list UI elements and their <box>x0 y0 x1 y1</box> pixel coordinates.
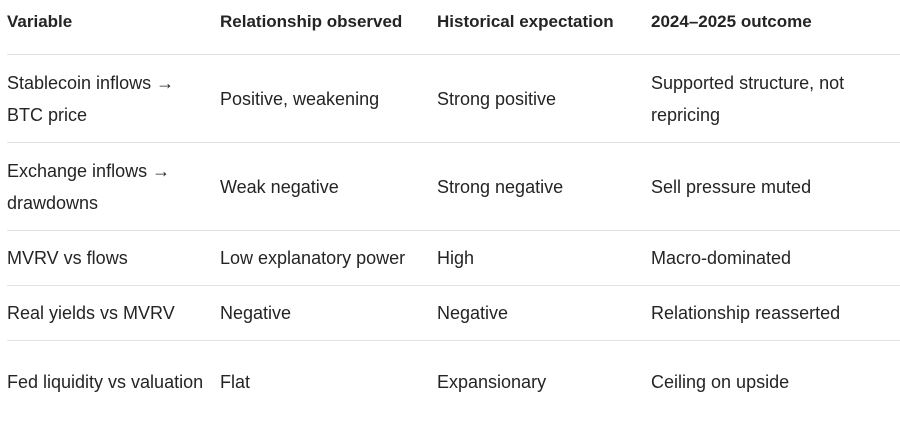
table-cell: Relationship reasserted <box>651 286 900 341</box>
table-cell: Strong negative <box>437 143 651 231</box>
table-cell: Stablecoin inflows → BTC price <box>7 55 220 143</box>
table-cell: Expansionary <box>437 341 651 423</box>
table-cell: Low explanatory power <box>220 231 437 286</box>
table-cell: Flat <box>220 341 437 423</box>
table-cell: MVRV vs flows <box>7 231 220 286</box>
header-row: Variable Relationship observed Historica… <box>7 0 900 55</box>
table-cell: Fed liquidity vs valuation <box>7 341 220 423</box>
table-cell: Weak negative <box>220 143 437 231</box>
table-cell: High <box>437 231 651 286</box>
table-cell: Real yields vs MVRV <box>7 286 220 341</box>
page: {"table": { "header": ["Variable", "Rela… <box>0 0 900 413</box>
table-cell: Macro-dominated <box>651 231 900 286</box>
header-cell: 2024–2025 outcome <box>651 0 900 55</box>
table-cell: Positive, weakening <box>220 55 437 143</box>
table-cell: Exchange inflows → drawdowns <box>7 143 220 231</box>
header-cell: Relationship observed <box>220 0 437 55</box>
table-cell: Supported structure, not repricing <box>651 55 900 143</box>
header-cell: Historical expectation <box>437 0 651 55</box>
table-cell: Sell pressure muted <box>651 143 900 231</box>
table-cell: Strong positive <box>437 55 651 143</box>
data-table: Variable Relationship observed Historica… <box>7 0 900 423</box>
table-cell: Negative <box>220 286 437 341</box>
table-cell: Negative <box>437 286 651 341</box>
table-cell: Ceiling on upside <box>651 341 900 423</box>
header-cell: Variable <box>7 0 220 55</box>
